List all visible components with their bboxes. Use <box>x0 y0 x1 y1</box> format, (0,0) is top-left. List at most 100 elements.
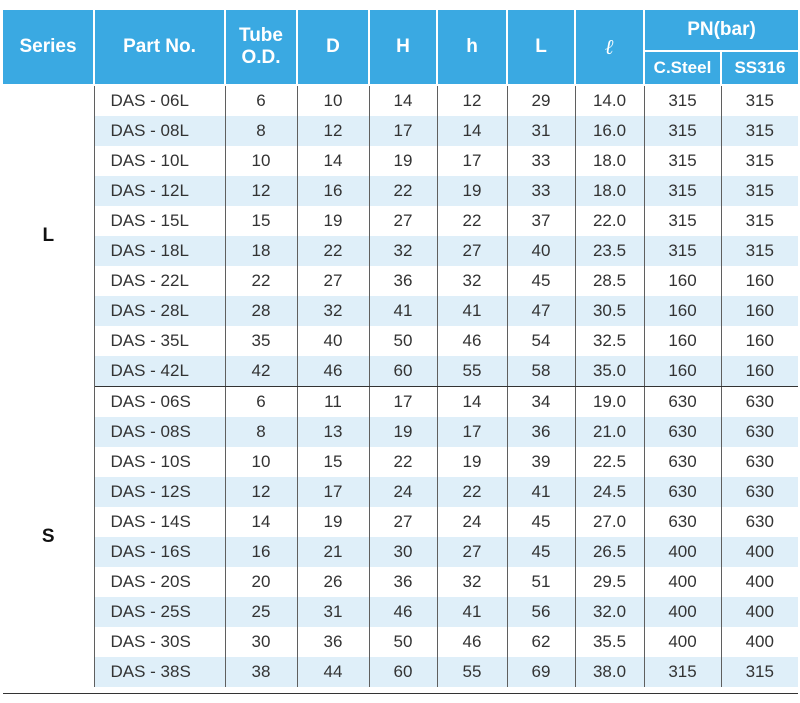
d-cell: 40 <box>297 326 370 356</box>
L-cell: 41 <box>507 477 576 507</box>
c-steel-cell: 315 <box>644 85 722 116</box>
h-cell: 17 <box>437 146 508 176</box>
c-steel-cell: 630 <box>644 386 722 417</box>
header-pn: PN(bar) <box>644 10 798 52</box>
h-cell: 24 <box>437 507 508 537</box>
part-no-cell: DAS - 12S <box>94 477 226 507</box>
H-cell: 17 <box>369 116 438 146</box>
c-steel-cell: 160 <box>644 356 722 387</box>
ss316-cell: 400 <box>745 632 774 651</box>
H-cell: 36 <box>369 266 438 296</box>
tube-od-cell: 10 <box>225 447 298 477</box>
ell-cell: 22.5 <box>575 447 645 477</box>
L-cell: 69 <box>507 657 576 687</box>
tube-od-cell: 8 <box>225 417 298 447</box>
ell-cell: 18.0 <box>575 146 645 176</box>
ell-cell: 16.0 <box>575 116 645 146</box>
tube-od-cell: 28 <box>225 296 298 326</box>
ell-cell: 30.5 <box>575 296 645 326</box>
tube-od-cell: 35 <box>225 326 298 356</box>
tube-od-cell: 42 <box>225 356 298 387</box>
table-row: DAS - 10S 10 15 22 19 39 22.5 630 630 <box>3 447 798 477</box>
ell-cell: 19.0 <box>575 386 645 417</box>
H-cell: 60 <box>369 657 438 687</box>
table-row: DAS - 38S 38 44 60 55 69 38.0 315 315 <box>3 657 798 687</box>
H-cell: 27 <box>369 507 438 537</box>
H-cell: 36 <box>369 567 438 597</box>
c-steel-cell: 315 <box>644 657 722 687</box>
h-cell: 46 <box>437 326 508 356</box>
c-steel-cell: 630 <box>644 477 722 507</box>
h-cell: 19 <box>437 447 508 477</box>
header-tube-od: Tube O.D. <box>225 10 298 86</box>
tube-od-cell: 16 <box>225 537 298 567</box>
d-cell: 36 <box>297 627 370 657</box>
ss316-cell: 400 <box>721 597 798 627</box>
h-cell: 32 <box>437 266 508 296</box>
part-no-cell: DAS - 06S <box>94 386 226 417</box>
H-cell: 32 <box>369 236 438 266</box>
part-no-cell: DAS - 22L <box>94 266 226 296</box>
h-cell: 55 <box>437 657 508 687</box>
tube-od-cell: 15 <box>225 206 298 236</box>
ell-cell: 35.0 <box>575 356 645 387</box>
L-cell: 31 <box>507 116 576 146</box>
header-h: h <box>437 10 508 86</box>
H-cell: 19 <box>369 417 438 447</box>
table-row: DAS - 30S 30 36 50 46 62 35.5 400 400 <box>3 627 798 657</box>
H-cell: 17 <box>369 386 438 417</box>
table-row: DAS - 28L 28 32 41 41 47 30.5 160 160 <box>3 296 798 326</box>
c-steel-cell: 400 <box>644 537 722 567</box>
d-cell: 11 <box>297 386 370 417</box>
h-cell: 12 <box>437 85 508 116</box>
d-cell: 16 <box>297 176 370 206</box>
d-cell: 14 <box>297 146 370 176</box>
H-cell: 22 <box>369 176 438 206</box>
L-cell: 45 <box>507 266 576 296</box>
tube-od-cell: 6 <box>225 85 298 116</box>
table-row: DAS - 25S 25 31 46 41 56 32.0 400 400 <box>3 597 798 627</box>
h-cell: 22 <box>437 206 508 236</box>
tube-od-cell: 12 <box>225 176 298 206</box>
header-H: H <box>369 10 438 86</box>
part-no-cell: DAS - 42L <box>94 356 226 387</box>
d-cell: 15 <box>297 447 370 477</box>
d-cell: 22 <box>297 236 370 266</box>
table-row: DAS - 20S 20 26 36 32 51 29.5 400 400 <box>3 567 798 597</box>
part-no-cell: DAS - 15L <box>94 206 226 236</box>
L-cell: 56 <box>507 597 576 627</box>
L-cell: 45 <box>507 537 576 567</box>
c-steel-cell: 315 <box>644 236 722 266</box>
ss316-cell: 160 <box>745 271 774 290</box>
table-row: DAS - 42L 42 46 60 55 58 35.0 160 160 <box>3 356 798 387</box>
L-cell: 33 <box>507 146 576 176</box>
series-cell: L <box>3 85 95 387</box>
H-cell: 22 <box>369 447 438 477</box>
table-row: L DAS - 06L 6 10 14 12 29 14.0 315 315 <box>3 85 798 387</box>
part-no-cell: DAS - 30S <box>94 627 226 657</box>
part-no-cell: DAS - 14S <box>94 507 226 537</box>
header-tube-od-line1: Tube <box>239 25 283 46</box>
c-steel-cell: 315 <box>644 206 722 236</box>
L-cell: 54 <box>507 326 576 356</box>
table-row: DAS - 35L 35 40 50 46 54 32.5 160 160 <box>3 326 798 356</box>
h-cell: 32 <box>437 567 508 597</box>
h-cell: 41 <box>437 597 508 627</box>
ell-cell: 27.0 <box>575 507 645 537</box>
d-cell: 46 <box>297 356 370 387</box>
ss316-cell: 160 <box>721 296 798 326</box>
part-no-cell: DAS - 25S <box>94 597 226 627</box>
table-body: L DAS - 06L 6 10 14 12 29 14.0 315 315 DAS - 08L 8 1… <box>3 85 798 687</box>
header-tube-od-line2: O.D. <box>241 47 281 68</box>
spec-sheet: Series Part No. Tube O.D. D H h L ℓ PN(ba… <box>0 10 800 703</box>
c-steel-cell: 315 <box>644 116 722 146</box>
L-cell: 39 <box>507 447 576 477</box>
tube-od-cell: 18 <box>225 236 298 266</box>
c-steel-cell: 630 <box>644 507 722 537</box>
L-cell: 58 <box>507 356 576 387</box>
L-cell: 36 <box>507 417 576 447</box>
part-no-cell: DAS - 16S <box>94 537 226 567</box>
header-ss316: SS316 <box>721 51 798 86</box>
tube-od-cell: 25 <box>225 597 298 627</box>
h-cell: 14 <box>437 386 508 417</box>
